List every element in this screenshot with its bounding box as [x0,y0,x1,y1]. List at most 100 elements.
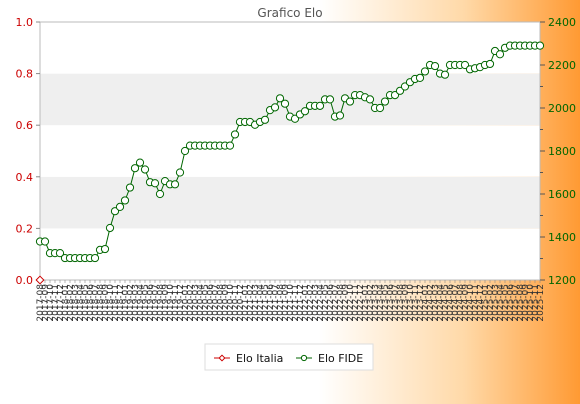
x-tick-label: 2019-04 [136,284,146,322]
x-tick-label: 2022-12 [356,284,366,322]
data-point [300,107,310,116]
x-tick-label: 2017-10 [46,284,56,322]
x-tick-label: 2024-01 [421,284,431,322]
x-tick-label: 2020-01 [181,284,191,322]
data-point [170,180,180,189]
x-tick-label: 2019-07 [151,284,161,322]
x-tick-label: 2022-07 [331,284,341,322]
x-tick-label: 2020-12 [236,284,246,322]
right-tick-label: 1200 [548,274,576,287]
data-point [415,73,425,83]
x-tick-label: 2018-07 [91,284,101,322]
x-tick-label: 2020-07 [211,284,221,322]
x-tick-label: 2025-06 [506,284,516,322]
x-tick-label: 2024-04 [436,284,446,322]
x-tick-label: 2019-11 [171,284,181,322]
data-point [485,59,495,69]
x-tick-label: 2021-09 [281,284,291,322]
x-tick-label: 2019-01 [121,284,131,322]
x-tick-label: 2023-05 [381,284,391,322]
data-point [270,103,280,112]
right-tick-label: 2400 [548,16,576,29]
x-tick-label: 2020-06 [206,284,216,322]
x-tick-label: 2017-09 [41,284,51,322]
data-point [150,179,160,188]
x-tick-label: 2022-04 [316,284,326,322]
x-tick-label: 2021-02 [246,284,256,322]
data-point [420,67,430,76]
x-tick-label: 2019-03 [131,284,141,322]
left-tick-label: 0.0 [16,274,34,287]
x-tick-label: 2025-09 [521,284,531,322]
legend: Elo Italia Elo FIDE [204,343,374,371]
data-point [225,141,235,150]
data-point [175,168,185,177]
x-tick-label: 2019-12 [176,284,186,322]
x-tick-label: 2023-02 [366,284,376,322]
grid-band [40,228,540,280]
x-tick-label: 2024-06 [446,284,456,322]
x-tick-label: 2022-06 [326,284,336,322]
x-tick-label: 2018-04 [76,284,86,322]
left-axis: 0.0 0.2 0.4 0.6 0.8 1.0 [16,16,40,287]
data-point [100,244,110,254]
x-tick-label: 2023-04 [376,284,386,322]
x-tick-label: 2021-04 [256,284,266,322]
x-tick-label: 2023-01 [361,284,371,322]
x-tick-label: 2018-10 [106,284,116,322]
data-point [440,70,450,79]
x-tick-label: 2018-09 [101,284,111,322]
data-point [375,103,385,113]
data-point [495,50,505,59]
x-tick-label: 2017-11 [51,284,61,322]
x-tick-label: 2017-08 [36,284,46,322]
right-tick-label: 1800 [548,145,576,158]
x-tick-label: 2024-10 [466,284,476,322]
data-point [105,223,115,233]
x-tick-label: 2025-12 [536,284,546,322]
data-point [130,164,140,173]
x-tick-label: 2022-05 [321,284,331,322]
left-tick-label: 0.8 [16,68,34,81]
x-tick-label: 2017-12 [56,284,66,322]
data-point [135,158,145,167]
x-tick-label: 2020-10 [226,284,236,322]
x-tick-label: 2020-02 [186,284,196,322]
series-elo-fide [35,41,545,263]
data-point [380,97,390,106]
x-tick-label: 2024-11 [471,284,481,322]
x-tick-label: 2025-05 [501,284,511,322]
data-point [335,111,345,120]
x-tick-label: 2020-08 [216,284,226,322]
legend-box [204,343,374,371]
x-tick-label: 2019-10 [166,284,176,322]
x-tick-label: 2019-06 [146,284,156,322]
right-tick-label: 2200 [548,59,576,72]
left-tick-label: 1.0 [16,16,34,29]
x-tick-label: 2023-07 [391,284,401,322]
data-point [275,94,285,103]
x-tick-label: 2023-12 [416,284,426,322]
data-point [345,97,355,106]
x-tick-label: 2023-03 [371,284,381,322]
left-tick-label: 0.4 [16,171,34,184]
data-point [55,249,65,258]
x-tick-label: 2019-02 [126,284,136,322]
x-tick-label: 2018-06 [86,284,96,322]
x-tick-label: 2024-02 [426,284,436,322]
x-tick-label: 2018-03 [71,284,81,322]
grid-band [40,176,540,229]
data-point [230,130,240,139]
right-tick-label: 1600 [548,188,576,201]
grid-band [40,125,540,177]
x-tick-label: 2025-01 [481,284,491,322]
x-tick-label: 2021-03 [251,284,261,322]
x-tick-label: 2018-02 [66,284,76,322]
x-tick-label: 2022-08 [336,284,346,322]
x-tick-label: 2024-05 [441,284,451,322]
data-point [365,95,375,104]
legend-label: Elo Italia [236,352,283,365]
x-tick-label: 2021-05 [261,284,271,322]
x-tick-label: 2022-11 [351,284,361,322]
